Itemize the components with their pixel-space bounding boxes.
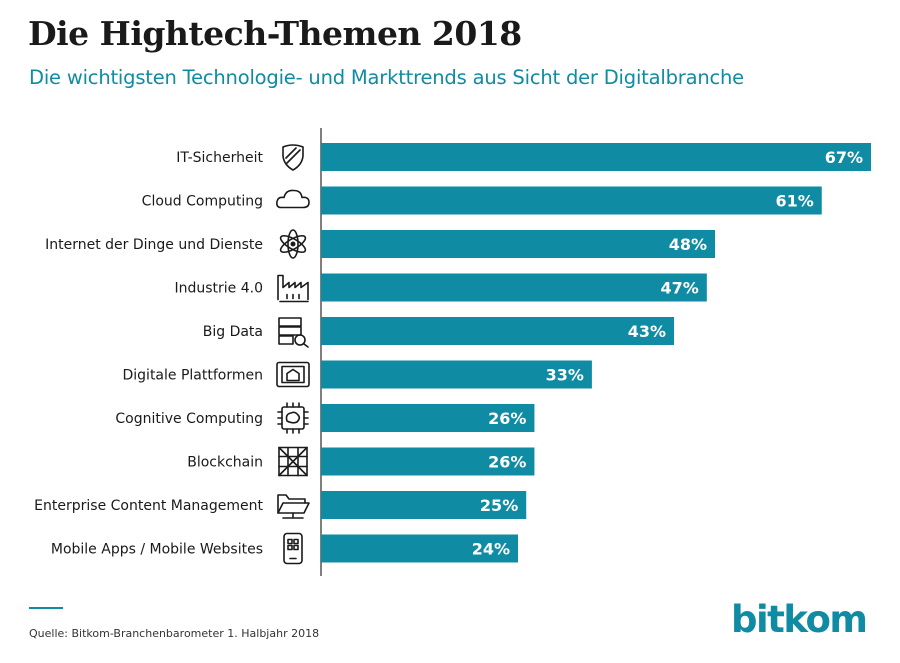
category-label: IT-Sicherheit xyxy=(176,150,263,166)
value-label: 48% xyxy=(669,235,707,254)
bar xyxy=(321,230,716,258)
bar xyxy=(321,186,822,215)
bars-layer: 67% IT-Sicherheit 61% Cloud Computing 48% Int… xyxy=(34,143,871,565)
value-label: 67% xyxy=(825,148,863,167)
value-label: 26% xyxy=(488,453,526,472)
bar xyxy=(321,447,535,476)
bar xyxy=(321,317,674,345)
category-label: Industrie 4.0 xyxy=(174,281,263,297)
category-label: Big Data xyxy=(203,324,263,340)
cloud-icon xyxy=(276,189,310,209)
bar xyxy=(321,273,707,302)
bitkom-logo: bitkom xyxy=(731,598,868,641)
bar xyxy=(321,404,535,432)
value-label: 24% xyxy=(472,540,510,559)
category-label: Mobile Apps / Mobile Websites xyxy=(51,542,263,558)
source-divider xyxy=(29,607,63,609)
category-label: Enterprise Content Management xyxy=(34,498,263,514)
atom-icon xyxy=(279,229,307,259)
server-search-icon xyxy=(278,317,309,348)
category-label: Digitale Plattformen xyxy=(123,368,264,384)
smartphone-icon xyxy=(283,532,303,565)
tablet-home-icon xyxy=(276,361,310,388)
shield-icon xyxy=(282,144,304,171)
value-label: 43% xyxy=(628,322,666,341)
bar xyxy=(321,534,519,563)
value-label: 26% xyxy=(488,409,526,428)
category-label: Internet der Dinge und Dienste xyxy=(45,237,263,253)
blockchain-grid-icon xyxy=(278,446,308,477)
category-label: Blockchain xyxy=(187,455,263,471)
category-label: Cloud Computing xyxy=(142,194,263,210)
bar xyxy=(321,143,871,171)
factory-icon xyxy=(277,274,309,303)
source-note: Quelle: Bitkom-Branchenbarometer 1. Halb… xyxy=(29,627,320,640)
chart-subtitle: Die wichtigsten Technologie- und Markttr… xyxy=(29,66,744,89)
value-label: 47% xyxy=(661,279,699,298)
chip-brain-icon xyxy=(277,402,309,434)
value-label: 25% xyxy=(480,496,518,515)
category-label: Cognitive Computing xyxy=(115,411,263,427)
value-label: 61% xyxy=(775,192,813,211)
bar xyxy=(321,491,527,519)
value-label: 33% xyxy=(546,366,584,385)
folder-icon xyxy=(277,494,310,519)
bar xyxy=(321,360,592,389)
chart-title: Die Hightech-Themen 2018 xyxy=(28,14,522,53)
